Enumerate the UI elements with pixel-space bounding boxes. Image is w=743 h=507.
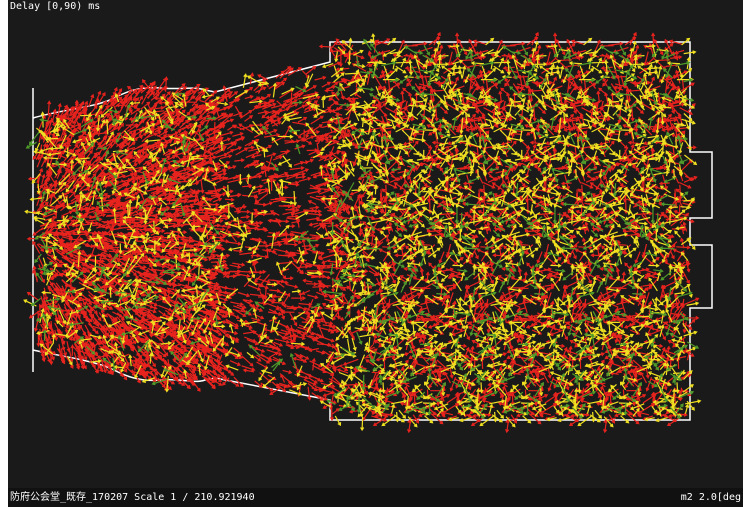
status-right: m2 2.0[deg xyxy=(680,492,741,503)
delay-label: Delay [0,90) ms xyxy=(10,1,101,12)
vector-arrows xyxy=(23,33,702,432)
vector-arrows xyxy=(25,38,700,420)
vector-plot xyxy=(23,31,713,434)
status-left: 防府公会堂_既存_170207 Scale 1 / 210.921940 xyxy=(10,492,255,503)
vector-field xyxy=(23,31,702,434)
status-bar: 防府公会堂_既存_170207 Scale 1 / 210.921940 m2 … xyxy=(8,488,743,507)
